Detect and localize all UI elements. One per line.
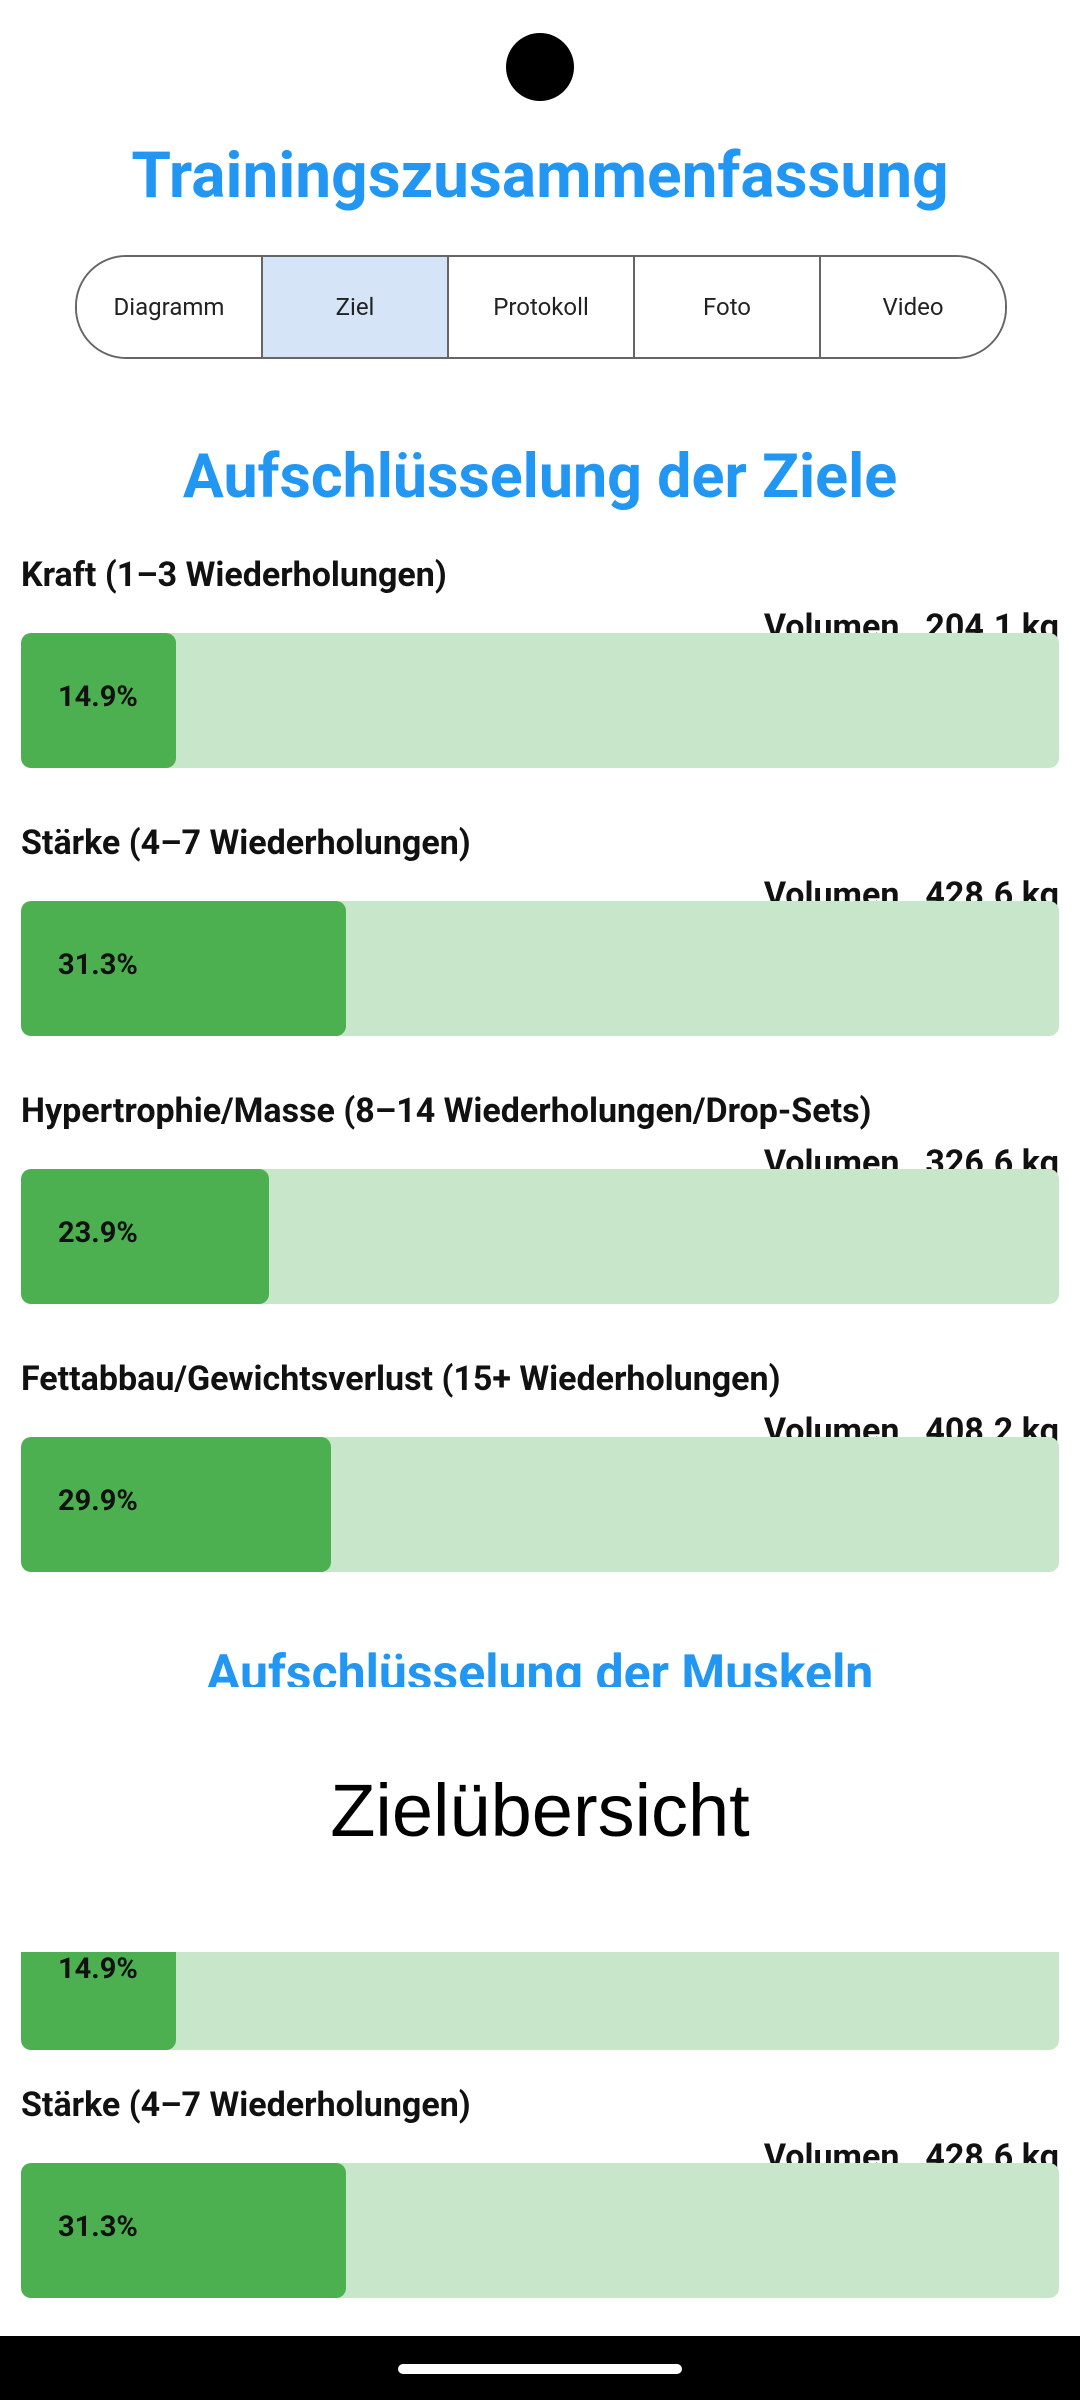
tab[interactable]: Protokoll — [447, 257, 633, 357]
progress-track — [21, 901, 1059, 1036]
percent-label: 14.9% — [58, 1952, 138, 1986]
progress-track — [21, 1437, 1059, 1572]
percent-label: 31.3% — [58, 2210, 138, 2244]
camera — [506, 33, 574, 101]
progress-fill — [21, 1437, 332, 1572]
tab[interactable]: Foto — [633, 257, 819, 357]
progress-track — [21, 2163, 1059, 2298]
goal-label: Fettabbau/Gewichtsverlust (15+ Wiederhol… — [21, 1359, 781, 1399]
navigation-bar — [0, 2336, 1080, 2400]
goal-label: Hypertrophie/Masse (8–14 Wiederholungen/… — [21, 1091, 872, 1131]
goal-list: Kraft (1–3 Wiederholungen) Volumen 204.1 k… — [21, 555, 1059, 1572]
section-heading: Aufschlüsselung der Ziele — [182, 440, 898, 512]
overview-list: 14.9% Stärke (4–7 Wiederholungen) Volumen 4… — [0, 1952, 1080, 2298]
tab-bar: Diagramm Ziel Protokoll Foto Video — [75, 255, 1007, 359]
page-title: Trainingszusammenfassung — [131, 138, 949, 213]
progress-track — [21, 633, 1059, 768]
tab[interactable]: Video — [819, 257, 1005, 357]
percent-label: 14.9% — [58, 680, 138, 714]
percent-label: 23.9% — [58, 1216, 138, 1250]
progress-fill — [21, 1169, 270, 1304]
goal-label: Stärke (4–7 Wiederholungen) — [21, 823, 471, 863]
tab[interactable]: Ziel — [261, 257, 447, 357]
muscle-heading-clip: Aufschlüsselung der Muskeln — [0, 1630, 1080, 1687]
home-indicator[interactable] — [398, 2364, 682, 2374]
percent-label: 31.3% — [58, 948, 138, 982]
progress-track — [21, 1952, 1059, 2050]
tab[interactable]: Diagramm — [77, 257, 261, 357]
section-heading: Aufschlüsselung der Muskeln — [206, 1645, 874, 1687]
overview-title: Zielübersicht — [330, 1769, 750, 1852]
progress-track — [21, 1169, 1059, 1304]
progress-fill — [21, 901, 346, 1036]
goal-label: Stärke (4–7 Wiederholungen) — [21, 2085, 471, 2125]
progress-fill — [21, 2163, 346, 2298]
progress-fill — [21, 633, 176, 768]
progress-fill — [21, 1952, 176, 2050]
goal-label: Kraft (1–3 Wiederholungen) — [21, 555, 447, 595]
percent-label: 29.9% — [58, 1484, 138, 1518]
clipped-bar: 14.9% — [0, 1952, 1080, 2050]
